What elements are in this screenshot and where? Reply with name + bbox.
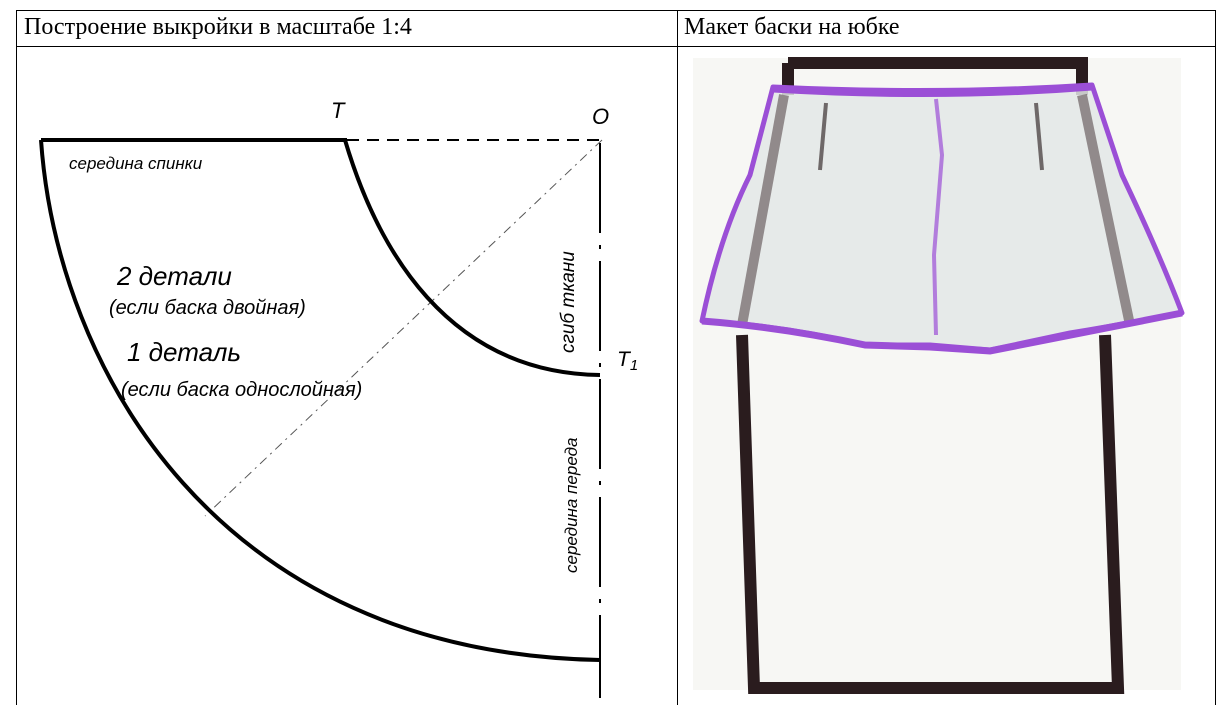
peplum-waistband (772, 83, 1093, 98)
front-center-label: середина переда (562, 438, 581, 573)
table-header-divider (16, 46, 1216, 47)
left-column-header: Построение выкройки в масштабе 1:4 (24, 14, 412, 40)
table-border-top (16, 10, 1216, 11)
table-border-right (1215, 10, 1216, 705)
right-column-header: Макет баски на юбке (684, 14, 900, 40)
back-center-label: середина спинки (69, 154, 203, 173)
count-one-label: 1 деталь (127, 337, 241, 367)
point-T1-subscript: 1 (630, 357, 638, 374)
table-border-left (16, 10, 17, 705)
hem-curve (39, 139, 601, 662)
point-T-label: T (331, 98, 346, 123)
frame-right-through-peplum (1077, 93, 1135, 327)
dart-left (818, 102, 828, 171)
note-single-label: (если баска однослойная) (121, 379, 362, 401)
waist-curve (343, 139, 601, 377)
dart-right (1034, 102, 1044, 171)
frame-left-through-peplum (737, 94, 789, 326)
center-seam (931, 98, 945, 336)
diagonal-grain-line (204, 139, 603, 517)
peplum-hem (701, 309, 1183, 355)
point-O-label: O (592, 104, 609, 129)
count-two-label: 2 детали (116, 261, 232, 291)
peplum-pattern-drawing: T O T1 середина спинки 2 детали (если ба… (39, 98, 638, 698)
fold-label: сгиб ткани (558, 251, 579, 353)
peplum-mockup-illustration (699, 57, 1185, 694)
table-column-divider (677, 10, 678, 705)
note-double-label: (если баска двойная) (109, 297, 306, 319)
point-T1-main: T (617, 348, 632, 371)
point-T1-label: T1 (617, 348, 638, 374)
